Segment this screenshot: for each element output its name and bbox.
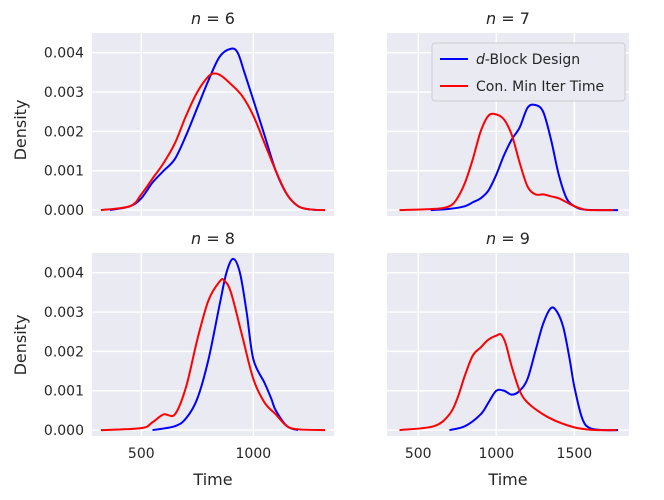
legend-label-text: -Block Design [485, 52, 580, 68]
legend-label: d-Block Design [476, 52, 580, 68]
x-axis-label-right: Time [487, 470, 527, 489]
legend-label: Con. Min Iter Time [476, 79, 604, 95]
series-line-con-min-iter-time [100, 278, 326, 432]
y-axis-label-top: Density [11, 100, 30, 161]
x-axis-label-left: Time [192, 470, 232, 489]
panel-title-var: n [191, 229, 201, 248]
y-axis-label-bottom: Density [11, 315, 30, 376]
legend-box [431, 42, 626, 102]
y-tick-label: 0.001 [44, 164, 84, 180]
y-tick-label: 0.003 [44, 305, 84, 321]
y-tick-label: 0.004 [44, 46, 84, 62]
series-line-con-min-iter-time [399, 332, 617, 432]
panel-title-value: = 6 [201, 9, 235, 28]
panel-2: n = 7 d-Block Design Con. Min Iter Time [387, 9, 629, 216]
panel-title: n = 6 [191, 9, 235, 28]
panel-title-var: n [191, 9, 201, 28]
panel-title: n = 9 [486, 229, 530, 248]
y-tick-label: 0.004 [44, 266, 84, 282]
series-line-d-block-design [152, 257, 299, 432]
x-tick-label: 500 [128, 446, 155, 462]
panel-title-var: n [486, 229, 496, 248]
plot-area [92, 253, 334, 436]
x-tick-label: 1500 [557, 446, 593, 462]
series-line-con-min-iter-time [399, 112, 614, 212]
panel-title-value: = 8 [201, 229, 235, 248]
y-tick-label: 0.001 [44, 384, 84, 400]
y-tick-label: 0.003 [44, 85, 84, 101]
y-tick-label: 0.002 [44, 124, 84, 140]
plot-area [387, 253, 629, 436]
series-line-con-min-iter-time [100, 72, 326, 212]
panel-3: 0.000 0.001 0.002 0.003 0.004 500 1000 n = 8 [44, 229, 334, 462]
series-line-d-block-design [449, 306, 619, 432]
legend: d-Block Design Con. Min Iter Time [431, 42, 626, 102]
y-tick-label: 0.002 [44, 344, 84, 360]
panel-4: 500 1000 1500 n = 9 [387, 229, 629, 462]
legend-label-var: d [476, 52, 485, 68]
y-tick-label: 0.000 [44, 203, 84, 219]
x-tick-label: 1000 [478, 446, 514, 462]
legend-label-text: Con. Min Iter Time [476, 79, 604, 95]
plot-area [92, 33, 334, 216]
x-tick-label: 500 [405, 446, 432, 462]
panel-title: n = 7 [486, 9, 530, 28]
panel-1: 0.000 0.001 0.002 0.003 0.004 n = 6 [44, 9, 334, 219]
panel-title: n = 8 [191, 229, 235, 248]
y-tick-label: 0.000 [44, 423, 84, 439]
panel-title-value: = 7 [496, 9, 530, 28]
x-tick-label: 1000 [236, 446, 272, 462]
panel-title-value: = 9 [496, 229, 530, 248]
panel-title-var: n [486, 9, 496, 28]
